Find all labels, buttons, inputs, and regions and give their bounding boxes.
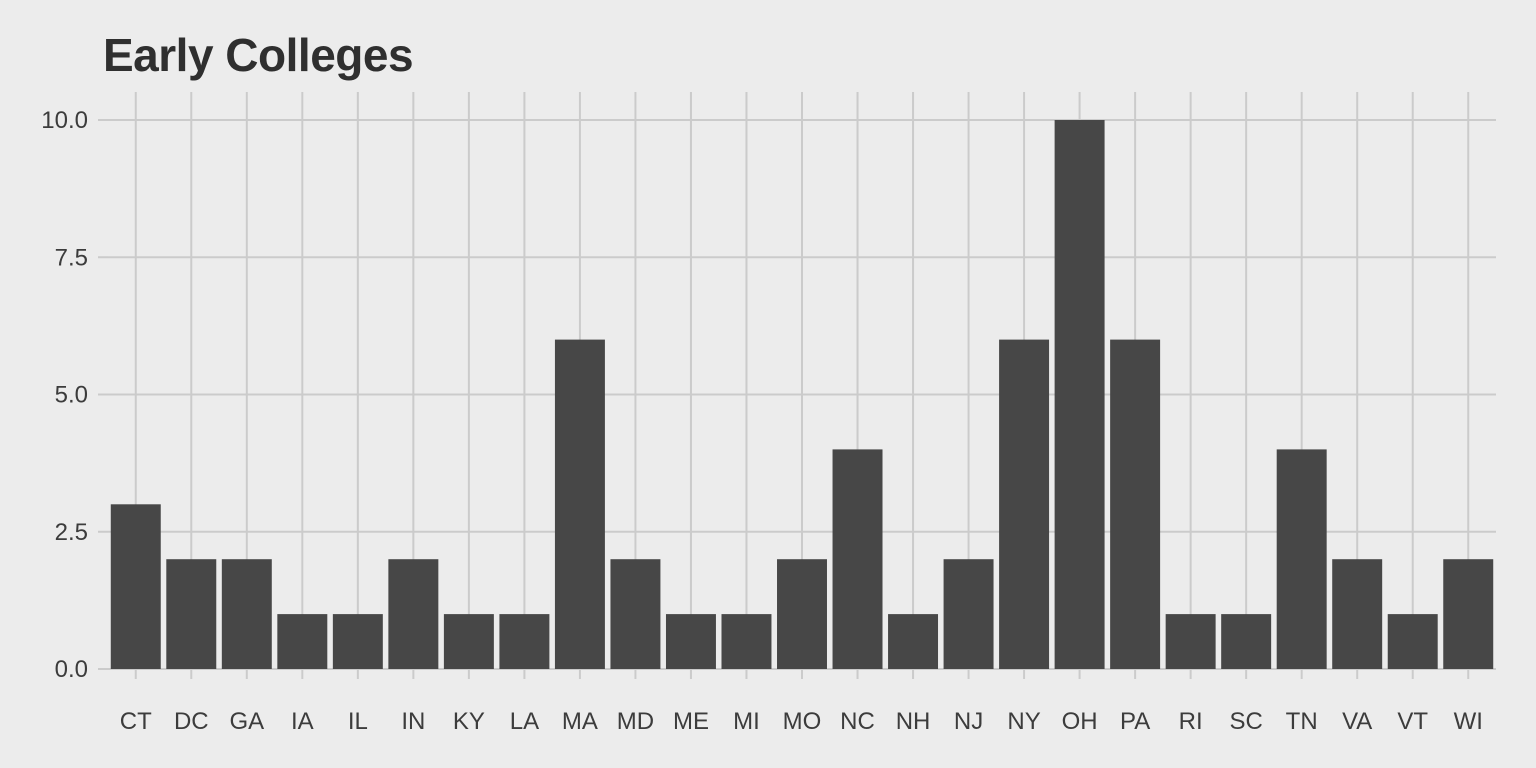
bar-layer (110, 120, 1494, 669)
x-tick-label: WI (1454, 708, 1483, 735)
y-tick-label: 7.5 (55, 244, 88, 271)
bar-vt (1387, 614, 1438, 669)
x-tick-label: OH (1062, 708, 1098, 735)
bar-va (1332, 559, 1383, 669)
bar-pa (1110, 339, 1161, 669)
chart-title: Early Colleges (103, 29, 414, 81)
x-tick-label: NC (840, 708, 875, 735)
x-tick-label: MD (617, 708, 654, 735)
x-axis: CT DC GA IA IL IN KY LA MA MD ME MI MO NC NH NJ NY OH PA RI… (120, 669, 1483, 735)
x-tick-label: CT (120, 708, 152, 735)
bar-nh (888, 614, 939, 669)
bar-ky (443, 614, 494, 669)
x-tick-label: NH (896, 708, 931, 735)
bar-wi (1443, 559, 1494, 669)
x-tick-label: IL (348, 708, 368, 735)
x-tick-label: SC (1229, 708, 1262, 735)
y-tick-label: 10.0 (41, 107, 88, 134)
x-tick-label: LA (510, 708, 539, 735)
x-tick-label: RI (1179, 708, 1203, 735)
bar-md (610, 559, 661, 669)
x-tick-label: MA (562, 708, 598, 735)
bar-oh (1054, 120, 1105, 669)
x-tick-label: GA (229, 708, 264, 735)
x-tick-label: MO (783, 708, 822, 735)
bar-ia (277, 614, 328, 669)
bar-nc (832, 449, 883, 669)
y-tick-label: 2.5 (55, 519, 88, 546)
x-tick-label: MI (733, 708, 760, 735)
bar-me (665, 614, 716, 669)
x-tick-label: VA (1342, 708, 1372, 735)
x-tick-label: IA (291, 708, 314, 735)
x-tick-label: ME (673, 708, 709, 735)
bar-in (388, 559, 439, 669)
bar-mo (777, 559, 827, 669)
bar-ny (999, 339, 1050, 669)
bar-ga (221, 559, 272, 669)
y-tick-label: 0.0 (55, 656, 88, 683)
bar-la (499, 614, 550, 669)
x-tick-label: VT (1397, 708, 1428, 735)
bar-ma (554, 339, 605, 669)
x-tick-label: IN (401, 708, 425, 735)
x-tick-label: PA (1120, 708, 1150, 735)
bar-ri (1165, 614, 1216, 669)
y-axis: 0.0 2.5 5.0 7.5 10.0 (41, 107, 108, 683)
bar-ct (110, 504, 161, 669)
x-tick-label: TN (1286, 708, 1318, 735)
x-tick-label: KY (453, 708, 485, 735)
x-tick-label: NY (1007, 708, 1040, 735)
bar-dc (166, 559, 217, 669)
bar-nj (943, 559, 994, 669)
x-tick-label: DC (174, 708, 209, 735)
bar-il (332, 614, 383, 669)
bar-mi (721, 614, 772, 669)
y-tick-label: 5.0 (55, 382, 88, 409)
x-tick-label: NJ (954, 708, 983, 735)
bar-tn (1276, 449, 1327, 669)
bar-sc (1221, 614, 1272, 669)
